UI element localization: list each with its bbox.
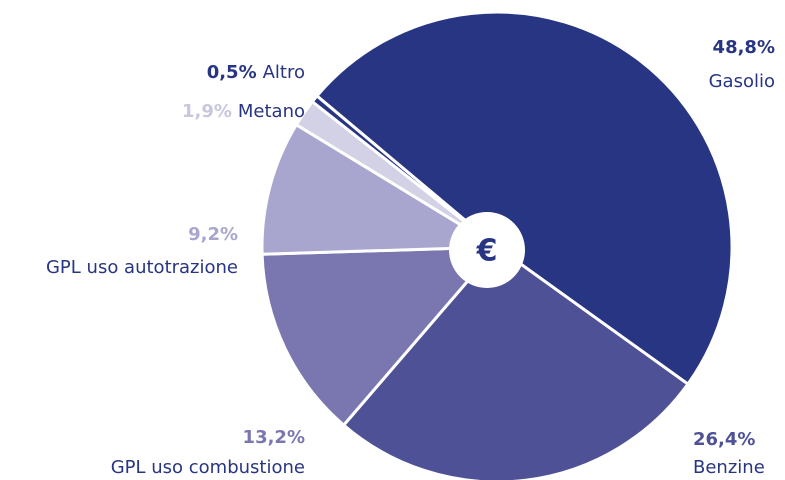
category-label: Gasolio <box>709 71 775 92</box>
value-label: 13,2% <box>243 427 305 448</box>
category-label: Benzine <box>693 457 765 478</box>
value-label: 0,5% <box>207 62 257 83</box>
slice <box>260 245 501 428</box>
slice <box>341 244 690 480</box>
slices <box>260 10 734 480</box>
category-label: Metano <box>238 101 305 122</box>
center-hole <box>449 212 525 288</box>
center-label: € <box>476 234 498 269</box>
slice <box>314 10 734 387</box>
value-label: 26,4% <box>693 429 755 450</box>
value-label: 48,8% <box>713 37 775 58</box>
slice <box>260 122 503 256</box>
value-label: 1,9% <box>182 101 232 122</box>
value-label: 9,2% <box>188 224 238 245</box>
category-label: GPL uso autotrazione <box>46 257 238 278</box>
category-label: GPL uso combustione <box>111 457 305 478</box>
slice-label: 0,5% Altro <box>207 62 305 83</box>
slice <box>310 93 498 249</box>
category-label: Altro <box>263 62 305 83</box>
slice-label: 1,9% Metano <box>182 101 305 122</box>
